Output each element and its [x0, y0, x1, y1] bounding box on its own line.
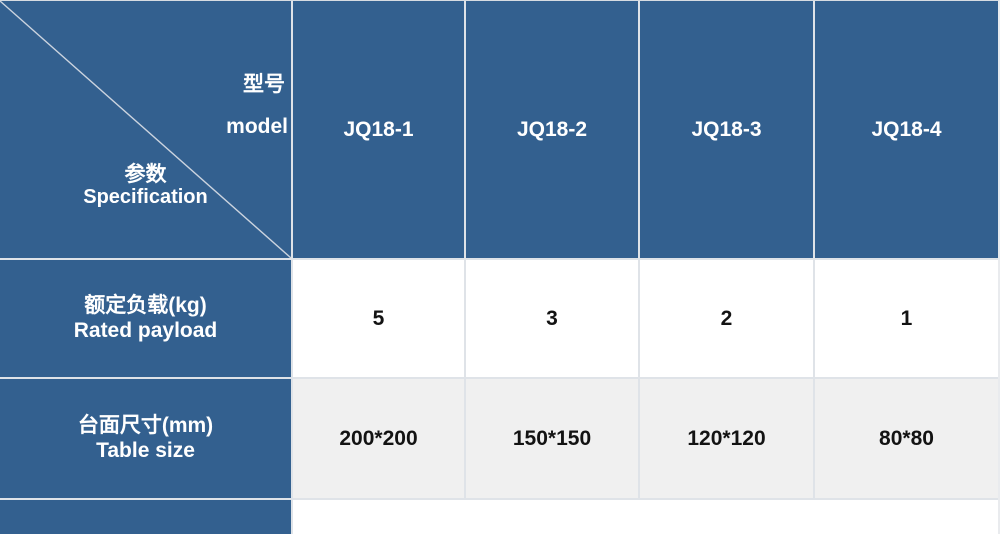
row-label-rated-payload-en: Rated payload	[73, 318, 218, 342]
value-table-size-jq18-1: 200*200	[293, 379, 464, 498]
column-header-jq18-4: JQ18-4	[815, 1, 998, 258]
corner-spec-label-en: Specification	[83, 186, 208, 208]
row-label-rated-payload-zh: 额定负载(kg)	[84, 293, 207, 317]
diagonal-divider-line	[0, 1, 291, 258]
corner-header-cell: 型号 model 参数 Specification	[0, 1, 291, 258]
column-header-jq18-1: JQ18-1	[293, 1, 464, 258]
corner-spec-label-zh: 参数	[124, 163, 167, 186]
row-label-table-size: 台面尺寸(mm) Table size	[0, 379, 291, 498]
value-table-size-jq18-4: 80*80	[815, 379, 998, 498]
value-rated-payload-jq18-2: 3	[466, 260, 638, 377]
column-header-jq18-2: JQ18-2	[466, 1, 638, 258]
row-label-partial	[0, 500, 291, 534]
value-row-partial	[293, 500, 998, 534]
row-label-table-size-en: Table size	[96, 438, 195, 462]
corner-model-label-en: model	[226, 115, 288, 138]
row-label-table-size-zh: 台面尺寸(mm)	[77, 413, 214, 437]
value-rated-payload-jq18-4: 1	[815, 260, 998, 377]
row-label-rated-payload: 额定负载(kg) Rated payload	[0, 260, 291, 377]
value-table-size-jq18-3: 120*120	[640, 379, 813, 498]
column-header-jq18-3: JQ18-3	[640, 1, 813, 258]
value-rated-payload-jq18-1: 5	[293, 260, 464, 377]
value-table-size-jq18-2: 150*150	[466, 379, 638, 498]
value-rated-payload-jq18-3: 2	[640, 260, 813, 377]
corner-model-label-zh: 型号	[243, 73, 285, 96]
